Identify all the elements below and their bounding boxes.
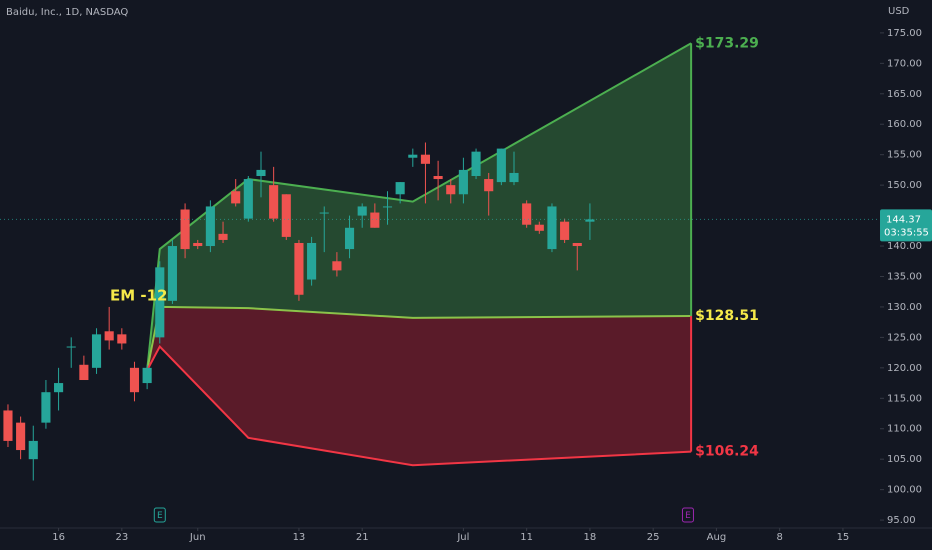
y-tick-label: 150.00 [887, 180, 922, 191]
candle-body [420, 154, 431, 164]
y-tick-label: 135.00 [887, 271, 922, 282]
chart-title: Baidu, Inc., 1D, NASDAQ [6, 7, 128, 18]
candle-body [243, 179, 253, 219]
candle-body [534, 224, 544, 231]
candle-body [193, 242, 203, 247]
candle-body [471, 151, 481, 176]
candle-body [408, 154, 418, 158]
candle-body [281, 194, 291, 237]
candle-body [458, 169, 468, 195]
candle-body [332, 261, 342, 271]
countdown-label: 03:35:55 [884, 227, 929, 238]
candle-body [91, 334, 102, 368]
y-tick-label: 115.00 [887, 393, 922, 404]
annotation: EM -12 [110, 287, 168, 305]
candle-body [54, 383, 64, 393]
candle-body [357, 206, 367, 216]
x-tick-label: 18 [584, 532, 597, 543]
y-tick-label: 175.00 [887, 28, 922, 39]
y-tick-label: 170.00 [887, 58, 922, 69]
candle-body [560, 221, 570, 240]
x-tick-label: Aug [707, 532, 727, 543]
candle-body [319, 212, 329, 214]
y-tick-label: 105.00 [887, 454, 922, 465]
candle-body [167, 246, 177, 301]
x-tick-label: 13 [293, 532, 306, 543]
upper-end-label: $173.29 [695, 35, 759, 51]
x-tick-label: 15 [837, 532, 850, 543]
x-tick-label: 25 [647, 532, 660, 543]
y-tick-label: 120.00 [887, 363, 922, 374]
middle-end-label: $128.51 [695, 308, 759, 324]
lower-end-label: $106.24 [695, 444, 759, 460]
x-tick-label: 8 [776, 532, 782, 543]
x-tick-label: 11 [520, 532, 533, 543]
last-price-label: 144.37 [886, 214, 921, 225]
candle-body [572, 242, 582, 247]
candle-body [585, 219, 595, 222]
candle-body [117, 334, 127, 344]
y-tick-label: 100.00 [887, 485, 922, 496]
candle-body [66, 346, 76, 348]
plot-area [3, 42, 693, 481]
candle-body [522, 203, 532, 225]
y-tick-label: 165.00 [887, 89, 922, 100]
y-tick-label: 130.00 [887, 302, 922, 313]
candle-body [446, 185, 456, 195]
candle-body [129, 367, 140, 393]
candle-body [547, 206, 557, 250]
candle-body [433, 176, 443, 180]
candle-body [344, 227, 355, 250]
x-tick-label: Jul [456, 532, 469, 543]
candle-body [269, 185, 279, 219]
candle-body [41, 392, 51, 423]
candle-body [205, 206, 215, 247]
x-tick-label: 21 [356, 532, 369, 543]
lower-band-line [146, 344, 692, 467]
earnings-label: E [157, 511, 163, 521]
candle-body [370, 212, 380, 228]
candle-body [142, 367, 152, 384]
earnings-marker [153, 507, 166, 523]
y-tick-label: 125.00 [887, 332, 922, 343]
y-tick-label: 155.00 [887, 150, 922, 161]
candle-body [218, 233, 228, 240]
candle-body [155, 267, 165, 338]
candle-body [382, 206, 393, 208]
y-tick-label: 160.00 [887, 119, 922, 130]
candle-body [104, 331, 114, 341]
candle-body [256, 169, 266, 176]
x-tick-label: Jun [189, 532, 206, 543]
candle-body [484, 179, 494, 192]
candle-body [16, 422, 26, 451]
candle-body [395, 182, 405, 195]
y-axis-label: USD [888, 6, 910, 17]
upper-band-fill [147, 43, 692, 371]
candle-body [28, 440, 38, 460]
earnings-marker [681, 507, 694, 523]
candle-body [79, 364, 89, 381]
candle-body [3, 410, 13, 441]
candle-body [231, 191, 241, 204]
candle-body [180, 209, 190, 250]
candle-body [509, 172, 519, 183]
candle-body [496, 148, 506, 183]
y-tick-label: 95.00 [887, 515, 916, 526]
last-price-tag [880, 209, 932, 242]
earnings-label: E [685, 511, 691, 521]
candle-body [307, 242, 317, 280]
candle-body [294, 242, 304, 295]
x-tick-label: 16 [52, 532, 65, 543]
lower-band-fill [147, 306, 692, 466]
y-tick-label: 140.00 [887, 241, 922, 252]
x-tick-label: 23 [115, 532, 128, 543]
y-tick-label: 110.00 [887, 424, 922, 435]
